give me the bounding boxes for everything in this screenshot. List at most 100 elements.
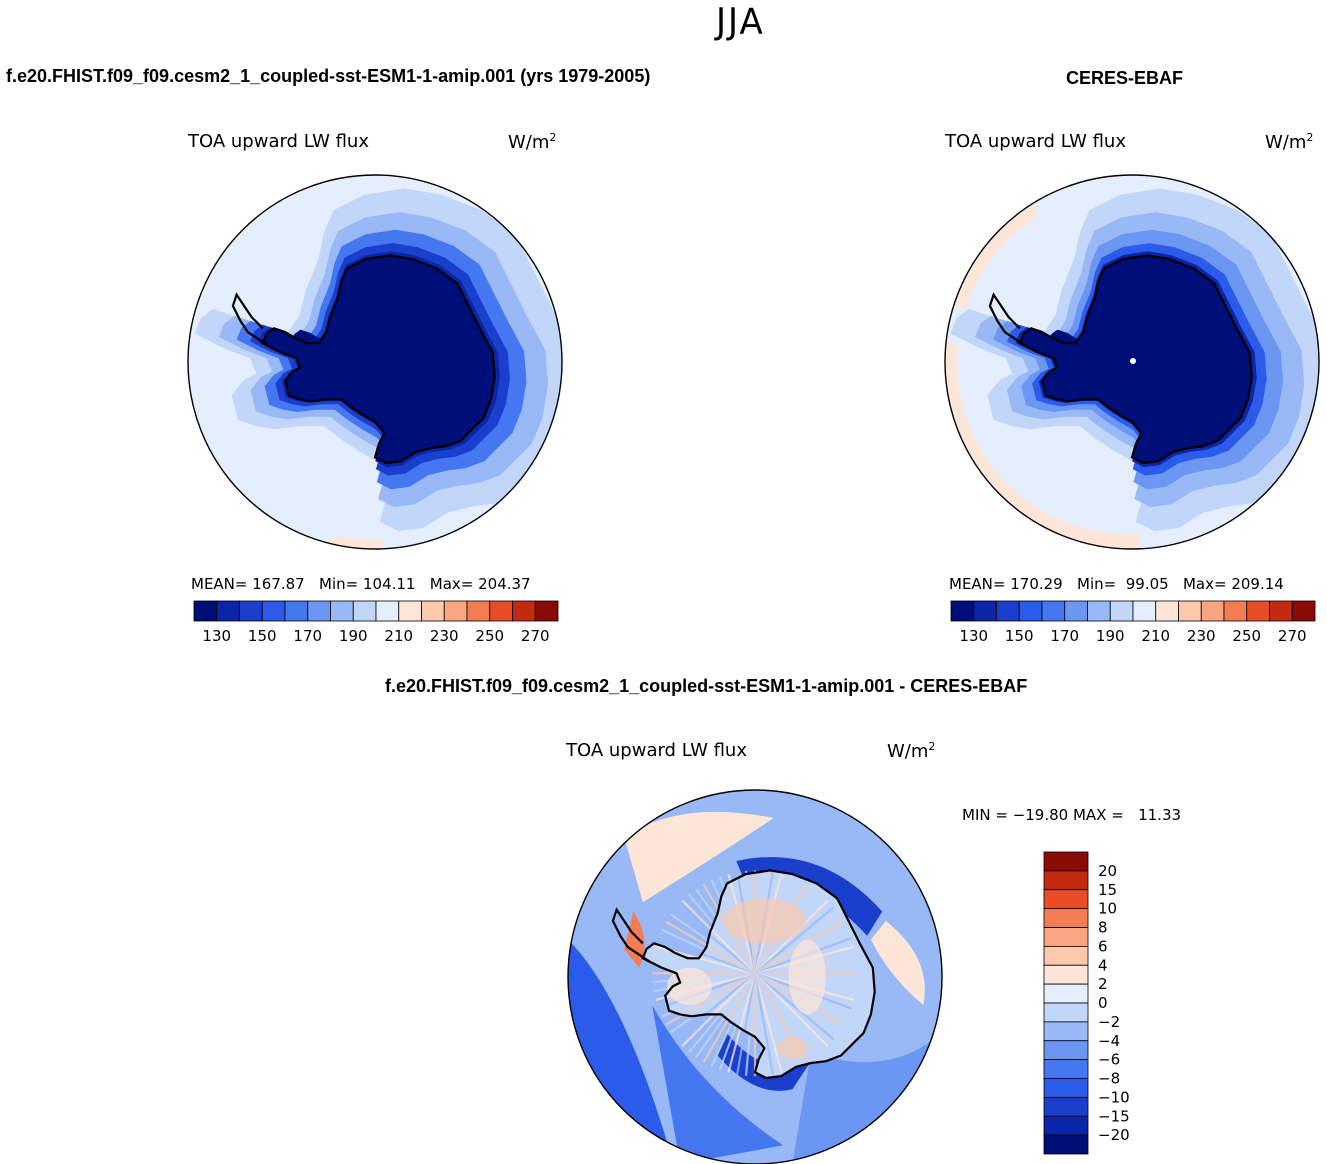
diff-colorbar-swatch xyxy=(1043,908,1089,928)
diff-map xyxy=(568,790,942,1164)
model-colorbar-swatch xyxy=(307,600,331,622)
diff-colorbar-label: −10 xyxy=(1098,1088,1130,1106)
model-variable-label: TOA upward LW flux xyxy=(188,131,369,152)
diff-colorbar-label: 15 xyxy=(1098,881,1117,899)
obs-colorbar-swatch xyxy=(1064,600,1088,622)
model-colorbar-swatch xyxy=(534,600,559,622)
model-zone-interior xyxy=(290,267,488,445)
diff-colorbar-label: −4 xyxy=(1098,1032,1120,1050)
model-peninsula-coast xyxy=(231,292,271,348)
model-colorbar-label: 250 xyxy=(475,627,504,645)
model-colorbar-swatch xyxy=(193,600,218,622)
diff-coastline xyxy=(641,869,876,1080)
model-colorbar-label: 150 xyxy=(248,627,277,645)
obs-colorbar-swatch xyxy=(1223,600,1248,622)
model-colorbar-swatch xyxy=(443,600,468,622)
obs-zone-interior xyxy=(1047,267,1245,445)
diff-colorbar-label: 10 xyxy=(1098,900,1117,918)
diff-interior-streak xyxy=(688,972,756,1053)
model-colorbar-swatch xyxy=(375,600,400,622)
model-colorbar-swatch xyxy=(398,600,422,622)
diff-patch-north-warm xyxy=(624,811,774,903)
diff-interior-streak xyxy=(727,972,757,1073)
diff-interior-streak xyxy=(665,972,756,1026)
diff-colorbar-label: −2 xyxy=(1098,1013,1120,1031)
diff-interior-streak xyxy=(670,913,756,975)
obs-colorbar-label: 250 xyxy=(1232,627,1261,645)
diff-warm-lobe xyxy=(777,1036,808,1060)
obs-colorbar-swatch xyxy=(1132,600,1157,622)
model-case-title: f.e20.FHIST.f09_f09.cesm2_1_coupled-sst-… xyxy=(6,66,651,86)
diff-patch-east-warm xyxy=(870,920,925,1006)
diff-colorbar-swatch xyxy=(1043,1078,1089,1098)
obs-peninsula-coast xyxy=(988,292,1028,348)
diff-interior-streak xyxy=(753,973,774,1075)
obs-colorbar-label: 270 xyxy=(1278,627,1307,645)
obs-colorbar-label: 190 xyxy=(1096,627,1125,645)
diff-interior-streak xyxy=(744,973,757,1076)
model-units-label: W/m2 xyxy=(508,131,557,153)
obs-colorbar-swatch xyxy=(1018,600,1043,622)
diff-colorbar-label: 4 xyxy=(1098,956,1108,974)
diff-colorbar-swatch xyxy=(1043,927,1089,947)
diff-colorbar-label: −8 xyxy=(1098,1070,1120,1088)
diff-colorbar-swatch xyxy=(1043,964,1089,985)
diff-colorbar-swatch xyxy=(1043,1040,1089,1061)
diff-colorbar-swatch xyxy=(1043,1096,1089,1117)
diff-colorbar-swatch xyxy=(1043,870,1089,891)
model-map xyxy=(188,175,562,549)
diff-interior-streak xyxy=(695,888,756,974)
obs-colorbar-label: 230 xyxy=(1187,627,1216,645)
diff-colorbar-swatch xyxy=(1043,983,1089,1004)
diff-interior-streak xyxy=(681,972,756,1047)
diff-colorbar-swatch xyxy=(1043,889,1089,910)
diff-title: f.e20.FHIST.f09_f09.cesm2_1_coupled-sst-… xyxy=(385,676,1028,696)
diff-interior-streak xyxy=(661,928,756,975)
obs-colorbar: 130 150 170 190 210 230 250 270 xyxy=(950,600,1316,645)
diff-interior-streak xyxy=(754,913,840,975)
model-coastline xyxy=(261,254,496,465)
diff-colorbar-swatch xyxy=(1043,851,1089,872)
diff-warm-lobe xyxy=(723,898,806,944)
diff-interior-streak xyxy=(681,899,756,975)
model-stats: MEAN= 167.87 Min= 104.11 Max= 204.37 xyxy=(191,575,531,593)
model-map-border xyxy=(187,174,563,550)
diff-interior-streak xyxy=(754,972,835,1041)
diff-interior-streak xyxy=(653,954,756,975)
south-pole-marker xyxy=(1130,358,1136,364)
obs-colorbar-swatch xyxy=(996,600,1020,622)
obs-title: CERES-EBAF xyxy=(1066,68,1184,88)
diff-peninsula-coast xyxy=(611,907,651,963)
diff-interior-streak xyxy=(652,963,756,975)
obs-stats: MEAN= 170.29 Min= 99.05 Max= 209.14 xyxy=(949,575,1284,593)
diff-interior-streak xyxy=(753,973,766,1076)
diff-interior-streak xyxy=(702,972,756,1063)
obs-colorbar-label: 210 xyxy=(1141,627,1170,645)
obs-colorbar-swatch xyxy=(1178,600,1202,622)
diff-colorbar-swatch xyxy=(1043,1021,1089,1042)
diff-colorbar-swatch xyxy=(1043,1059,1089,1079)
model-colorbar-swatch xyxy=(261,600,286,622)
obs-colorbar-swatch xyxy=(973,600,997,622)
diff-colorbar-label: −20 xyxy=(1098,1126,1130,1144)
diff-interior-streak xyxy=(688,893,756,974)
diff-colorbar-label: 2 xyxy=(1098,975,1108,993)
diff-variable-label: TOA upward LW flux xyxy=(566,740,747,761)
model-colorbar-swatch xyxy=(489,600,513,622)
diff-colorbar-label: 6 xyxy=(1098,937,1108,955)
obs-colorbar-swatch xyxy=(1109,600,1134,622)
diff-colorbar-label: −6 xyxy=(1098,1051,1120,1069)
model-colorbar-swatch xyxy=(466,600,491,622)
obs-map-border xyxy=(944,174,1320,550)
model-colorbar-label: 130 xyxy=(202,627,231,645)
obs-colorbar-label: 130 xyxy=(959,627,988,645)
diff-interior-streak xyxy=(675,906,756,975)
season-title: JJA xyxy=(716,1,765,43)
model-colorbar: 130 150 170 190 210 230 250 270 xyxy=(193,600,559,645)
obs-map xyxy=(945,175,1319,549)
obs-colorbar-swatch xyxy=(1041,600,1066,622)
obs-colorbar-swatch xyxy=(1269,600,1293,622)
diff-interior-streak xyxy=(753,972,783,1073)
diff-interior-streak xyxy=(754,972,822,1053)
